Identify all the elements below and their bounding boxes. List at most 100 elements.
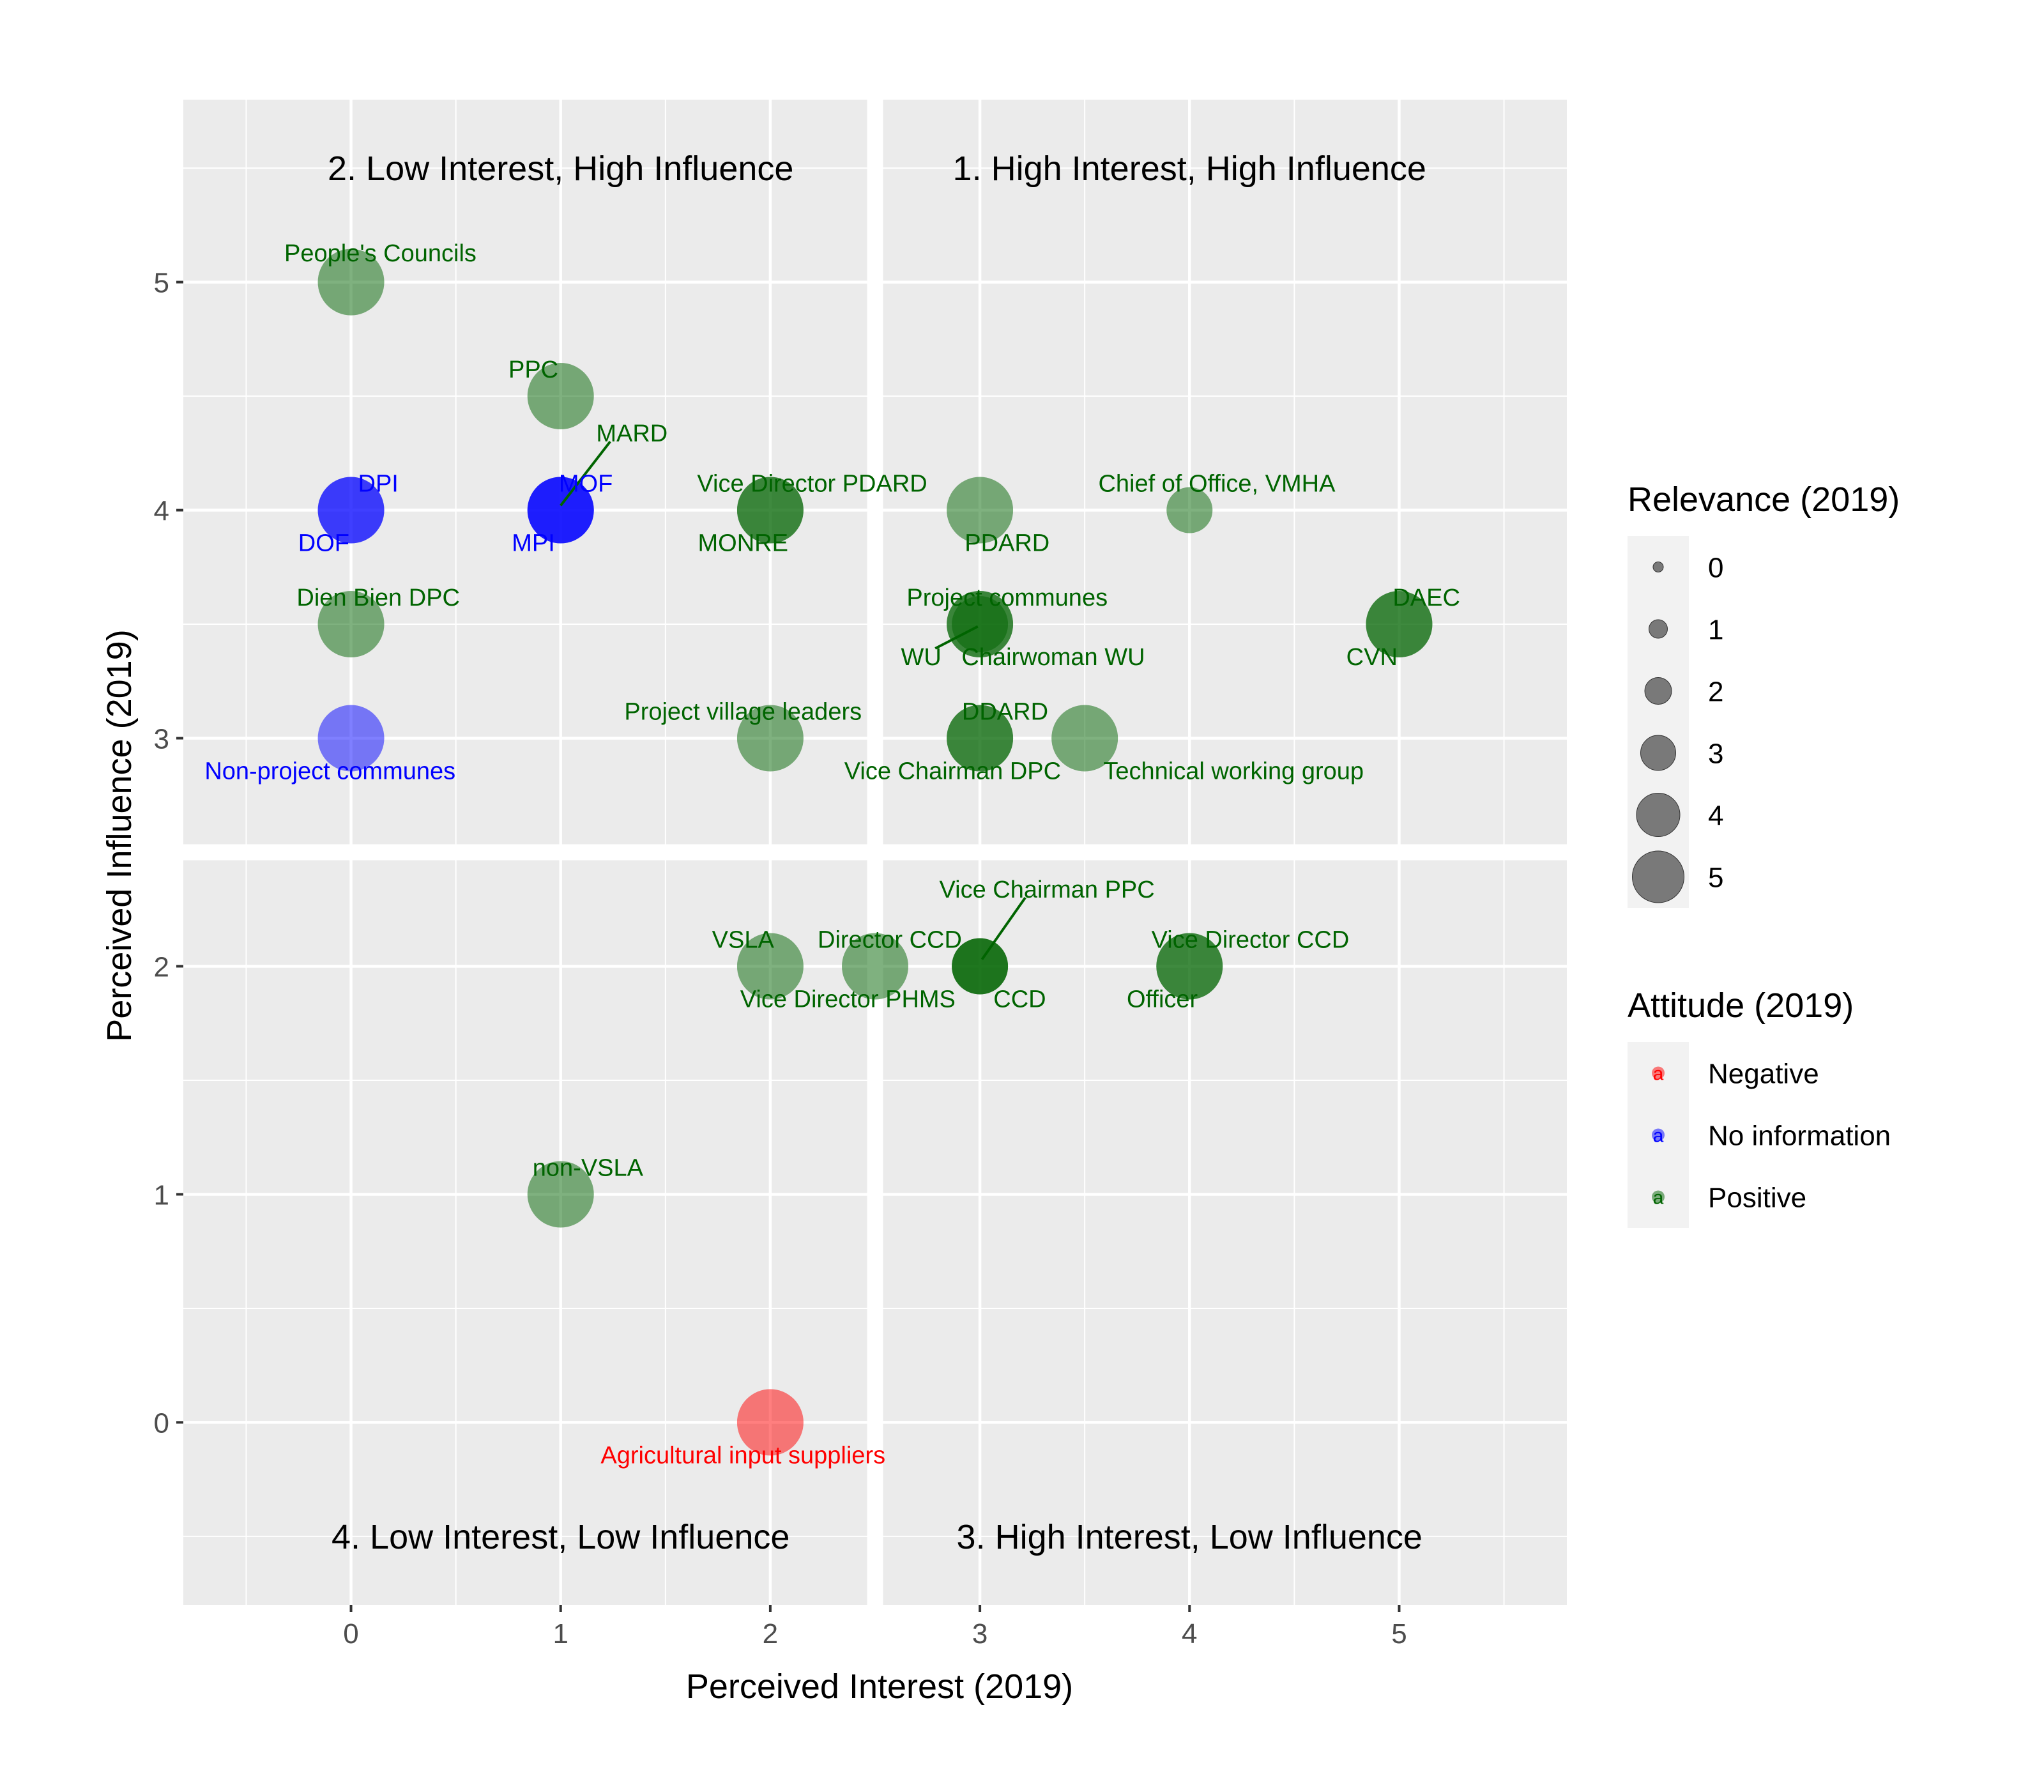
y-tick-label: 4 [154,496,169,527]
point-label: Agricultural input suppliers [600,1442,885,1469]
x-tick-label: 1 [553,1618,568,1650]
leader-line [980,896,1026,960]
point-label: Non-project communes [204,758,455,785]
data-point [1156,933,1223,1000]
point-label: Technical working group [1103,758,1364,785]
x-tick-label: 0 [343,1618,358,1650]
legend-attitude-key [1652,1190,1665,1204]
data-point [527,477,594,544]
legend-relevance-key [1632,850,1684,903]
legend-relevance-label: 3 [1708,739,1723,770]
legend-attitude-glyph: a [1653,1064,1664,1085]
point-label: PPC [508,356,558,383]
quadrant-label: 1. High Interest, High Influence [953,149,1426,188]
quadrant-label: 3. High Interest, Low Influence [957,1518,1422,1556]
data-point [1366,591,1433,658]
legend-relevance-key [1636,793,1681,837]
legend-relevance-title: Relevance (2019) [1628,480,1900,519]
y-tick-label: 3 [154,724,169,755]
point-label: DOF [298,530,349,557]
legend-relevance-label: 1 [1708,615,1723,646]
point-labels: People's Councils PPC MARD DPI MOF DOF MPI Vice… [204,240,1460,1469]
data-point [736,477,804,544]
data-point [1166,487,1213,533]
y-axis-title: Perceived Influence (2019) [100,629,139,1041]
data-point [952,938,1009,995]
legend-attitude-label: Positive [1708,1183,1806,1214]
point-label: Officer [1127,986,1198,1013]
data-point [736,1389,804,1456]
quadrant-label: 2. Low Interest, High Influence [328,149,793,188]
data-point [947,477,1014,544]
legend-relevance-key [1649,619,1668,639]
leader-line [560,440,611,507]
data-point [1051,705,1118,772]
point-label: non-VSLA [533,1155,644,1182]
point-label: Chairwoman WU [961,644,1145,671]
data-point [527,1161,594,1228]
legend-relevance: Relevance (2019) 0 1 2 3 4 5 [1628,480,1900,908]
quadrant-labels: 2. Low Interest, High Influence 1. High I… [328,149,1426,1556]
legend-attitude-label: No information [1708,1121,1891,1152]
point-label: DAEC [1392,585,1460,611]
point-label: DPI [358,471,399,498]
point-label: CCD [993,986,1046,1013]
y-tick-label: 2 [154,951,169,983]
legend-relevance-label: 0 [1708,553,1723,584]
point-label: Project village leaders [624,699,862,726]
point-label: Vice Director CCD [1152,927,1350,954]
legend-relevance-key [1640,735,1676,771]
data-point [842,933,908,1000]
data-point [736,933,804,1000]
x-tick-label: 5 [1391,1618,1407,1650]
x-tick-label: 3 [972,1618,988,1650]
legend-relevance-label: 2 [1708,677,1723,708]
data-point [736,705,804,772]
point-label: People's Councils [284,240,477,267]
y-tick-label: 1 [154,1179,169,1211]
legend-relevance-label: 5 [1708,862,1723,894]
axes: Perceived Interest (2019) Perceived Infl… [100,268,1407,1706]
data-points [317,249,1433,1456]
point-label: Vice Director PDARD [697,471,927,498]
y-tick-label: 0 [154,1407,169,1439]
point-label: DDARD [962,699,1048,726]
legend-attitude-key [1652,1066,1665,1080]
legend-attitude-key [1652,1128,1665,1142]
legend-relevance-key [1644,677,1672,705]
data-point [317,249,385,316]
x-tick-label: 4 [1182,1618,1197,1650]
point-label: Vice Director PHMS [740,986,956,1013]
leader-line [934,625,979,650]
point-label: Dien Bien DPC [296,585,460,611]
data-point [317,477,385,544]
x-tick-label: 2 [763,1618,778,1650]
legend-attitude-label: Negative [1708,1059,1819,1090]
legend-relevance-keys-bg [1628,536,1689,908]
point-label: CVN [1346,644,1398,671]
point-label: VSLA [712,927,775,954]
point-label: MARD [596,420,667,447]
legend-relevance-key [1652,562,1664,572]
point-label: MPI [512,530,555,557]
point-label: Vice Chairman PPC [939,877,1154,903]
point-label: Vice Chairman DPC [844,758,1061,785]
point-label: Chief of Office, VMHA [1098,471,1336,498]
point-label: MONRE [698,530,788,557]
data-point [317,591,385,658]
point-label: WU [901,644,942,671]
legend-attitude: Attitude (2019) a Negative a No information… [1628,986,1891,1228]
quadrant-panels [183,100,1567,1605]
data-point [947,705,1014,772]
y-tick-label: 5 [154,268,169,299]
legend-relevance-label: 4 [1708,800,1723,832]
x-axis-title: Perceived Interest (2019) [686,1667,1073,1706]
legend-attitude-glyph: a [1653,1188,1664,1209]
legend-attitude-title: Attitude (2019) [1628,986,1854,1025]
quadrant-label: 4. Low Interest, Low Influence [332,1518,789,1556]
point-label: Director CCD [818,927,962,954]
point-label: Project communes [906,585,1108,611]
data-point [317,705,385,772]
data-point [527,363,594,430]
